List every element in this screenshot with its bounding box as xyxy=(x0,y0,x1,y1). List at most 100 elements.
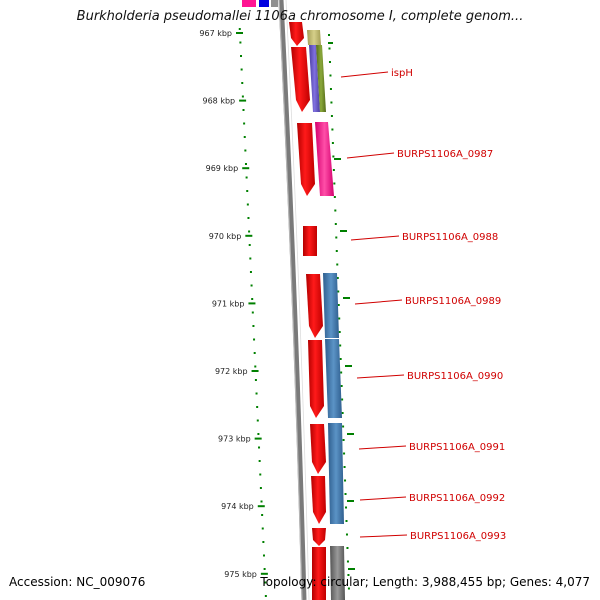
scale-dot xyxy=(249,271,252,273)
scale-dot xyxy=(335,236,338,239)
gene-label-burps1106a-0989[interactable]: BURPS1106A_0989 xyxy=(405,296,501,307)
gene-label-isph[interactable]: ispH xyxy=(391,68,413,79)
right-scale-markers xyxy=(328,42,355,570)
scale-dot xyxy=(338,331,341,333)
scale-dot xyxy=(328,34,330,36)
scale-dot xyxy=(254,365,257,368)
scale-dot xyxy=(342,439,345,441)
track-feature-blue-1 xyxy=(323,273,339,338)
gene-feature-downstream[interactable] xyxy=(312,547,326,600)
track-feature-purple xyxy=(309,45,320,112)
gene-label-burps1106a-0993[interactable]: BURPS1106A_0993 xyxy=(410,531,506,542)
scale-dot xyxy=(248,244,251,246)
scale-dot xyxy=(333,182,336,185)
scale-dot xyxy=(347,574,350,576)
scale-dot xyxy=(340,385,343,387)
scale-dot xyxy=(264,595,267,597)
scale-dot xyxy=(334,223,337,225)
scale-dot xyxy=(345,506,348,509)
map-title: Burkholderia pseudomallei 1106a chromoso… xyxy=(76,9,524,24)
track-feature-khaki xyxy=(307,30,321,45)
scale-dot xyxy=(238,28,241,30)
track-feature-pink xyxy=(315,122,334,196)
gene-feature-burps1106a-0993[interactable] xyxy=(312,528,326,546)
tick-label: 970 kbp xyxy=(209,232,242,241)
scale-dot xyxy=(255,392,258,395)
scale-dot xyxy=(331,128,334,131)
scale-dot xyxy=(241,95,244,98)
track-boundary-line xyxy=(285,0,310,600)
scale-dot xyxy=(243,122,246,125)
tick-group: 967 kbp 968 kbp 969 kbp 970 kbp 971 kbp 972 k… xyxy=(199,29,268,579)
scale-dot xyxy=(256,406,259,408)
scale-dot xyxy=(346,560,349,563)
gene-feature-upstream[interactable] xyxy=(289,22,304,46)
gene-feature-isph[interactable] xyxy=(291,47,310,112)
tick-mark xyxy=(260,572,268,575)
scale-dot xyxy=(336,263,339,266)
gene-feature-burps1106a-0987[interactable] xyxy=(297,123,315,196)
gene-label-burps1106a-0987[interactable]: BURPS1106A_0987 xyxy=(397,149,493,160)
scale-dot xyxy=(257,433,260,435)
scale-dot xyxy=(258,460,261,462)
scale-dot xyxy=(256,419,259,422)
scale-dot xyxy=(251,298,254,300)
tick-label: 975 kbp xyxy=(224,570,257,579)
scale-dot xyxy=(263,568,266,570)
gene-feature-burps1106a-0988[interactable] xyxy=(303,226,317,256)
scale-dot xyxy=(252,325,255,327)
genome-summary-text: Topology: circular; Length: 3,988,455 bp… xyxy=(260,575,590,589)
tick-label: 967 kbp xyxy=(199,29,232,38)
scale-dot xyxy=(332,155,335,158)
gene-feature-burps1106a-0989[interactable] xyxy=(306,274,323,338)
scale-dot xyxy=(344,479,347,482)
track-feature-blue-2 xyxy=(325,339,342,418)
gene-label-burps1106a-0991[interactable]: BURPS1106A_0991 xyxy=(409,442,505,453)
tick-mark xyxy=(245,234,253,237)
scale-dot xyxy=(329,88,332,90)
scale-dot xyxy=(341,412,344,414)
scale-dot xyxy=(261,527,264,530)
scale-dot xyxy=(339,358,342,360)
gene-feature-burps1106a-0992[interactable] xyxy=(311,476,326,524)
scale-dot xyxy=(239,41,242,44)
scale-dot xyxy=(243,136,246,138)
gene-label-0991-group: BURPS1106A_0991 xyxy=(358,442,505,453)
scale-dot xyxy=(337,290,340,293)
track-feature-gray xyxy=(330,546,345,600)
scale-dot xyxy=(250,284,253,287)
scale-dots-left xyxy=(238,28,267,597)
gene-feature-burps1106a-0991[interactable] xyxy=(310,424,326,474)
scale-dot xyxy=(240,68,243,71)
scale-dot xyxy=(330,115,333,117)
scale-dot xyxy=(251,311,254,314)
scale-dot xyxy=(242,109,245,111)
gene-label-burps1106a-0988[interactable]: BURPS1106A_0988 xyxy=(402,232,498,243)
gene-label-burps1106a-0992[interactable]: BURPS1106A_0992 xyxy=(409,493,505,504)
scale-dot xyxy=(248,230,251,233)
scale-dot xyxy=(253,352,256,354)
gene-label-0989-group: BURPS1106A_0989 xyxy=(354,296,501,307)
scale-dot xyxy=(345,533,348,536)
tick-mark xyxy=(239,99,247,102)
scale-dot xyxy=(347,587,350,590)
scale-dot xyxy=(241,82,244,84)
gene-label-burps1106a-0990[interactable]: BURPS1106A_0990 xyxy=(407,371,503,382)
scale-dot xyxy=(330,101,333,104)
tick-mark xyxy=(254,437,262,440)
scale-dot xyxy=(259,473,262,476)
scale-dot xyxy=(343,466,346,468)
top-feature-gray xyxy=(271,0,278,7)
scale-dot xyxy=(329,74,332,77)
tick-label: 972 kbp xyxy=(215,367,248,376)
tick-label: 974 kbp xyxy=(221,502,254,511)
scale-dot xyxy=(336,277,339,279)
gene-feature-burps1106a-0990[interactable] xyxy=(308,340,324,418)
scale-dot xyxy=(342,425,345,428)
scale-dot xyxy=(260,500,263,503)
scale-dot xyxy=(247,217,250,219)
scale-dot xyxy=(254,379,257,381)
scale-dot xyxy=(334,209,337,212)
scale-dot xyxy=(264,581,267,584)
